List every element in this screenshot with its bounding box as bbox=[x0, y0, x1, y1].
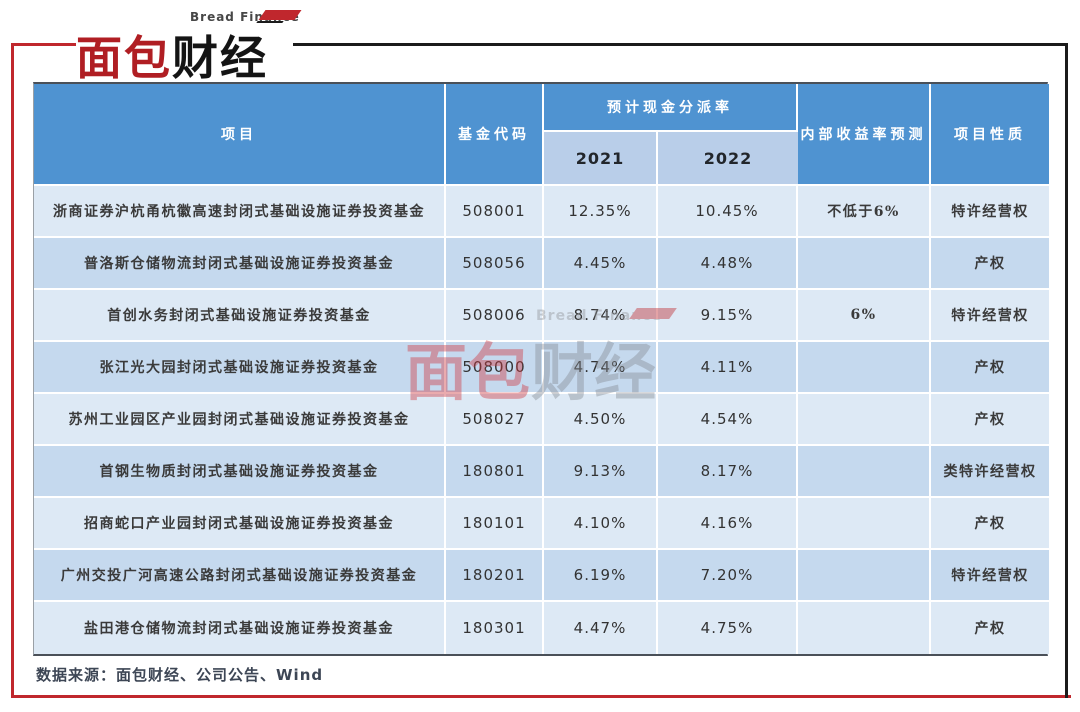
cell-nature: 产权 bbox=[931, 342, 1049, 394]
cell-nature: 产权 bbox=[931, 498, 1049, 550]
brand-swoosh-icon bbox=[258, 10, 302, 20]
column-header-fund-code: 基金代码 bbox=[446, 84, 544, 186]
cell-irr bbox=[798, 498, 931, 550]
cell-project: 招商蛇口产业园封闭式基础设施证券投资基金 bbox=[34, 498, 446, 550]
frame-red-left-line bbox=[11, 43, 14, 698]
cell-irr: 6% bbox=[798, 290, 931, 342]
brand-logo-cn-text: 面包财经 bbox=[76, 22, 268, 88]
cell-nature: 特许经营权 bbox=[931, 186, 1049, 238]
table-row: 招商蛇口产业园封闭式基础设施证券投资基金 180101 4.10% 4.16% 产权 bbox=[34, 498, 1049, 550]
column-header-project-nature: 项目性质 bbox=[931, 84, 1049, 186]
cell-y2022: 4.11% bbox=[658, 342, 798, 394]
table-row: 张江光大园封闭式基础设施证券投资基金 508000 4.74% 4.11% 产权 bbox=[34, 342, 1049, 394]
cell-irr bbox=[798, 602, 931, 654]
frame-red-top-line bbox=[11, 43, 76, 46]
cell-code: 180301 bbox=[446, 602, 544, 654]
cell-y2022: 9.15% bbox=[658, 290, 798, 342]
table-row: 盐田港仓储物流封闭式基础设施证券投资基金 180301 4.47% 4.75% 产权 bbox=[34, 602, 1049, 654]
table-body: 浙商证券沪杭甬杭徽高速封闭式基础设施证券投资基金 508001 12.35% 10.4… bbox=[34, 186, 1049, 654]
table-row: 普洛斯仓储物流封闭式基础设施证券投资基金 508056 4.45% 4.48% 产权 bbox=[34, 238, 1049, 290]
column-subheader-2021: 2021 bbox=[544, 132, 658, 186]
cell-code: 508000 bbox=[446, 342, 544, 394]
table-row: 浙商证券沪杭甬杭徽高速封闭式基础设施证券投资基金 508001 12.35% 10.4… bbox=[34, 186, 1049, 238]
brand-cn-black-part: 财经 bbox=[172, 31, 268, 85]
cell-code: 508001 bbox=[446, 186, 544, 238]
cell-project: 苏州工业园区产业园封闭式基础设施证券投资基金 bbox=[34, 394, 446, 446]
cell-y2022: 8.17% bbox=[658, 446, 798, 498]
cell-y2022: 4.54% bbox=[658, 394, 798, 446]
frame-black-right-line bbox=[1065, 43, 1068, 698]
cell-irr bbox=[798, 446, 931, 498]
column-header-cash-distribution: 预计现金分派率 bbox=[544, 84, 798, 132]
cell-code: 508056 bbox=[446, 238, 544, 290]
table-row: 首创水务封闭式基础设施证券投资基金 508006 8.74% 9.15% 6% 特许经营权 bbox=[34, 290, 1049, 342]
column-subheader-2022: 2022 bbox=[658, 132, 798, 186]
cell-project: 盐田港仓储物流封闭式基础设施证券投资基金 bbox=[34, 602, 446, 654]
cell-y2021: 4.74% bbox=[544, 342, 658, 394]
cell-y2022: 4.75% bbox=[658, 602, 798, 654]
cell-nature: 产权 bbox=[931, 602, 1049, 654]
cell-project: 普洛斯仓储物流封闭式基础设施证券投资基金 bbox=[34, 238, 446, 290]
cell-project: 张江光大园封闭式基础设施证券投资基金 bbox=[34, 342, 446, 394]
column-header-irr-forecast: 内部收益率预测 bbox=[798, 84, 931, 186]
cell-y2021: 4.45% bbox=[544, 238, 658, 290]
cell-code: 508006 bbox=[446, 290, 544, 342]
cell-irr bbox=[798, 394, 931, 446]
cell-irr bbox=[798, 550, 931, 602]
cell-irr bbox=[798, 238, 931, 290]
frame-black-top-line bbox=[293, 43, 1068, 46]
cell-project: 浙商证券沪杭甬杭徽高速封闭式基础设施证券投资基金 bbox=[34, 186, 446, 238]
cell-code: 180801 bbox=[446, 446, 544, 498]
cell-y2022: 4.16% bbox=[658, 498, 798, 550]
table-row: 苏州工业园区产业园封闭式基础设施证券投资基金 508027 4.50% 4.54% 产权 bbox=[34, 394, 1049, 446]
table-row: 首钢生物质封闭式基础设施证券投资基金 180801 9.13% 8.17% 类特许经营权 bbox=[34, 446, 1049, 498]
cell-y2022: 7.20% bbox=[658, 550, 798, 602]
cell-y2021: 6.19% bbox=[544, 550, 658, 602]
brand-cn-red-part: 面包 bbox=[76, 31, 172, 85]
cell-project: 首创水务封闭式基础设施证券投资基金 bbox=[34, 290, 446, 342]
cell-irr bbox=[798, 342, 931, 394]
cell-nature: 特许经营权 bbox=[931, 550, 1049, 602]
cell-y2021: 4.50% bbox=[544, 394, 658, 446]
cell-code: 180201 bbox=[446, 550, 544, 602]
column-header-project: 项目 bbox=[34, 84, 446, 186]
cell-y2021: 4.47% bbox=[544, 602, 658, 654]
cell-project: 广州交投广河高速公路封闭式基础设施证券投资基金 bbox=[34, 550, 446, 602]
table-row: 广州交投广河高速公路封闭式基础设施证券投资基金 180201 6.19% 7.20% 特… bbox=[34, 550, 1049, 602]
cell-nature: 类特许经营权 bbox=[931, 446, 1049, 498]
cell-nature: 产权 bbox=[931, 238, 1049, 290]
frame-red-bottom-line bbox=[11, 695, 1071, 698]
cell-y2021: 12.35% bbox=[544, 186, 658, 238]
cell-nature: 特许经营权 bbox=[931, 290, 1049, 342]
cell-y2021: 9.13% bbox=[544, 446, 658, 498]
cell-irr: 不低于6% bbox=[798, 186, 931, 238]
cell-nature: 产权 bbox=[931, 394, 1049, 446]
reit-funds-table: 项目 基金代码 预计现金分派率 内部收益率预测 项目性质 2021 2022 浙… bbox=[33, 82, 1049, 656]
cell-y2021: 8.74% bbox=[544, 290, 658, 342]
cell-y2022: 4.48% bbox=[658, 238, 798, 290]
cell-code: 180101 bbox=[446, 498, 544, 550]
data-source-note: 数据来源：面包财经、公司公告、Wind bbox=[36, 666, 324, 684]
cell-project: 首钢生物质封闭式基础设施证券投资基金 bbox=[34, 446, 446, 498]
cell-y2021: 4.10% bbox=[544, 498, 658, 550]
cell-y2022: 10.45% bbox=[658, 186, 798, 238]
cell-code: 508027 bbox=[446, 394, 544, 446]
